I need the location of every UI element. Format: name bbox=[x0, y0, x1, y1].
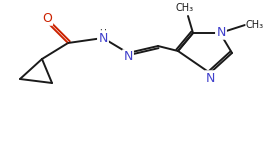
Text: O: O bbox=[42, 12, 52, 25]
Text: N: N bbox=[216, 26, 226, 38]
Text: N: N bbox=[205, 71, 215, 84]
Text: H: H bbox=[100, 28, 106, 38]
Text: CH₃: CH₃ bbox=[176, 3, 194, 13]
Text: N: N bbox=[123, 50, 133, 63]
Text: CH₃: CH₃ bbox=[246, 20, 264, 30]
Text: N: N bbox=[98, 31, 108, 45]
